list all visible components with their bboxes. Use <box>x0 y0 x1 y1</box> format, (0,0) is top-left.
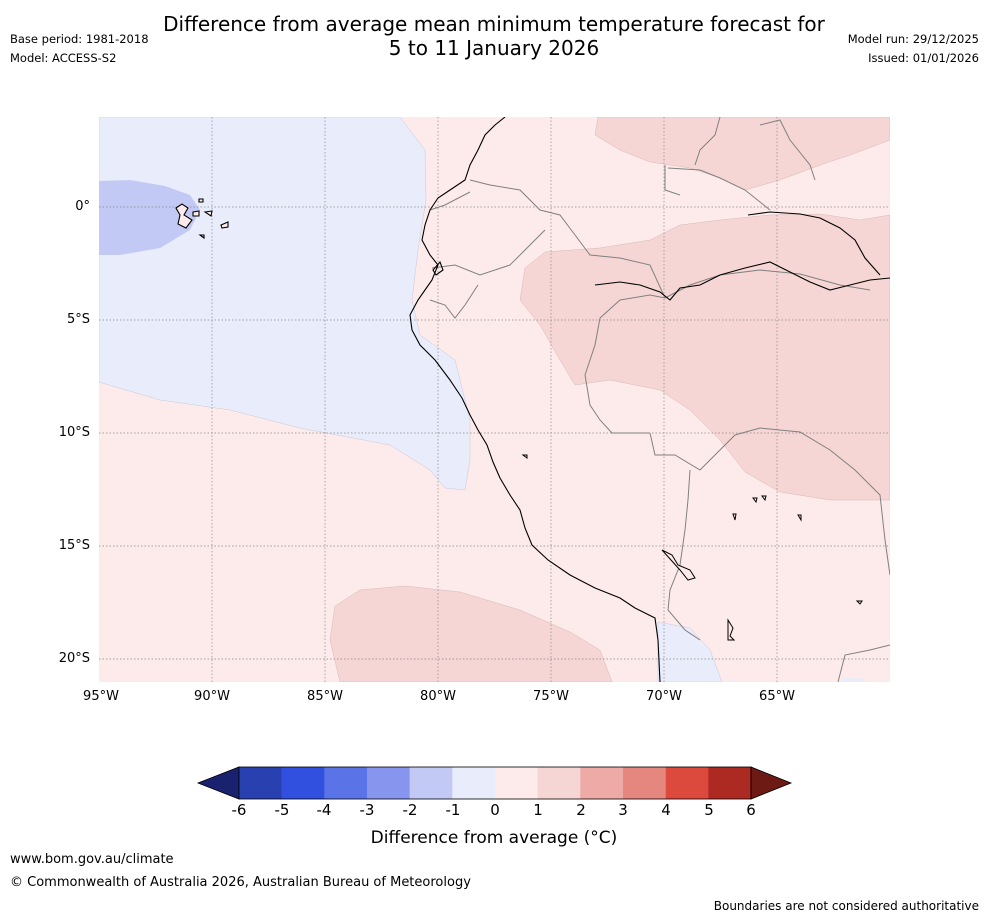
galapagos-islands <box>175 198 229 240</box>
colorbar-tick: 0 <box>490 801 500 819</box>
lon-label-85w: 85°W <box>307 689 343 704</box>
graticule <box>99 117 890 682</box>
map-title: Difference from average mean minimum tem… <box>0 12 988 60</box>
colorbar-cell <box>580 767 624 799</box>
country-borders <box>429 117 890 682</box>
colorbar-cell <box>708 767 752 799</box>
meta-right: Model run: 29/12/2025 Issued: 01/01/2026 <box>848 30 979 68</box>
colorbar-tick: -1 <box>445 801 461 819</box>
issued-date: Issued: 01/01/2026 <box>868 51 979 65</box>
lon-label-65w: 65°W <box>759 689 795 704</box>
title-line-2: 5 to 11 January 2026 <box>388 36 600 60</box>
colorbar-tick: -2 <box>402 801 418 819</box>
colorbar-cell <box>537 767 581 799</box>
colorbar-cell <box>495 767 538 799</box>
lon-label-70w: 70°W <box>646 689 682 704</box>
lat-label-20s: 20°S <box>58 651 90 666</box>
footer-disclaimer: Boundaries are not considered authoritat… <box>713 899 979 913</box>
lon-label-75w: 75°W <box>533 689 569 704</box>
anomaly-zone-minus1-to-0-south <box>657 621 723 682</box>
colorbar-cell <box>281 767 325 799</box>
colorbar-tick: 1 <box>533 801 543 819</box>
colorbar-tick: -4 <box>316 801 332 819</box>
colorbar-cell <box>452 767 496 799</box>
colorbar-cell <box>239 767 282 799</box>
colorbar-tick: 2 <box>576 801 586 819</box>
colorbar-tick: 3 <box>618 801 628 819</box>
lat-label-5s: 5°S <box>66 312 90 327</box>
footer-copyright: © Commonwealth of Australia 2026, Austra… <box>10 875 471 890</box>
colorbar-title: Difference from average (°C) <box>370 828 618 848</box>
colorbar-tick: 4 <box>661 801 671 819</box>
lon-label-80w: 80°W <box>420 689 456 704</box>
colorbar-tick: -3 <box>359 801 375 819</box>
colorbar-extend-high <box>750 766 793 800</box>
meta-left: Base period: 1981-2018 Model: ACCESS-S2 <box>10 30 149 68</box>
colorbar-cell <box>623 767 666 799</box>
colorbar-cell <box>367 767 410 799</box>
forecast-map <box>99 117 890 682</box>
colorbar-tick: 5 <box>704 801 714 819</box>
colorbar <box>196 766 793 800</box>
lon-label-95w: 95°W <box>83 689 119 704</box>
lon-label-90w: 90°W <box>194 689 230 704</box>
colorbar-frame <box>238 766 752 800</box>
base-period: Base period: 1981-2018 <box>10 32 149 46</box>
colorbar-cell <box>409 767 453 799</box>
coastline <box>409 117 890 682</box>
title-line-1: Difference from average mean minimum tem… <box>163 12 825 36</box>
colorbar-cell <box>665 767 709 799</box>
lat-label-0: 0° <box>75 199 90 214</box>
colorbar-extend-low <box>196 766 240 800</box>
footer-url: www.bom.gov.au/climate <box>10 852 174 867</box>
anomaly-zone-1-to-2-amazon <box>519 213 890 501</box>
anomaly-zone-minus1-to-0-se <box>840 678 865 682</box>
lat-label-10s: 10°S <box>58 425 90 440</box>
small-features <box>521 454 863 641</box>
model-run: Model run: 29/12/2025 <box>847 32 979 46</box>
colorbar-cell <box>324 767 368 799</box>
colorbar-tick: 6 <box>746 801 756 819</box>
lat-label-15s: 15°S <box>58 538 90 553</box>
colorbar-tick: -5 <box>274 801 290 819</box>
anomaly-zone-1-to-2-south <box>329 585 613 682</box>
colorbar-tick: -6 <box>231 801 247 819</box>
model-name: Model: ACCESS-S2 <box>10 51 117 65</box>
colorbar-cells <box>239 767 752 799</box>
anomaly-zone-minus2-to-minus1 <box>99 180 200 255</box>
